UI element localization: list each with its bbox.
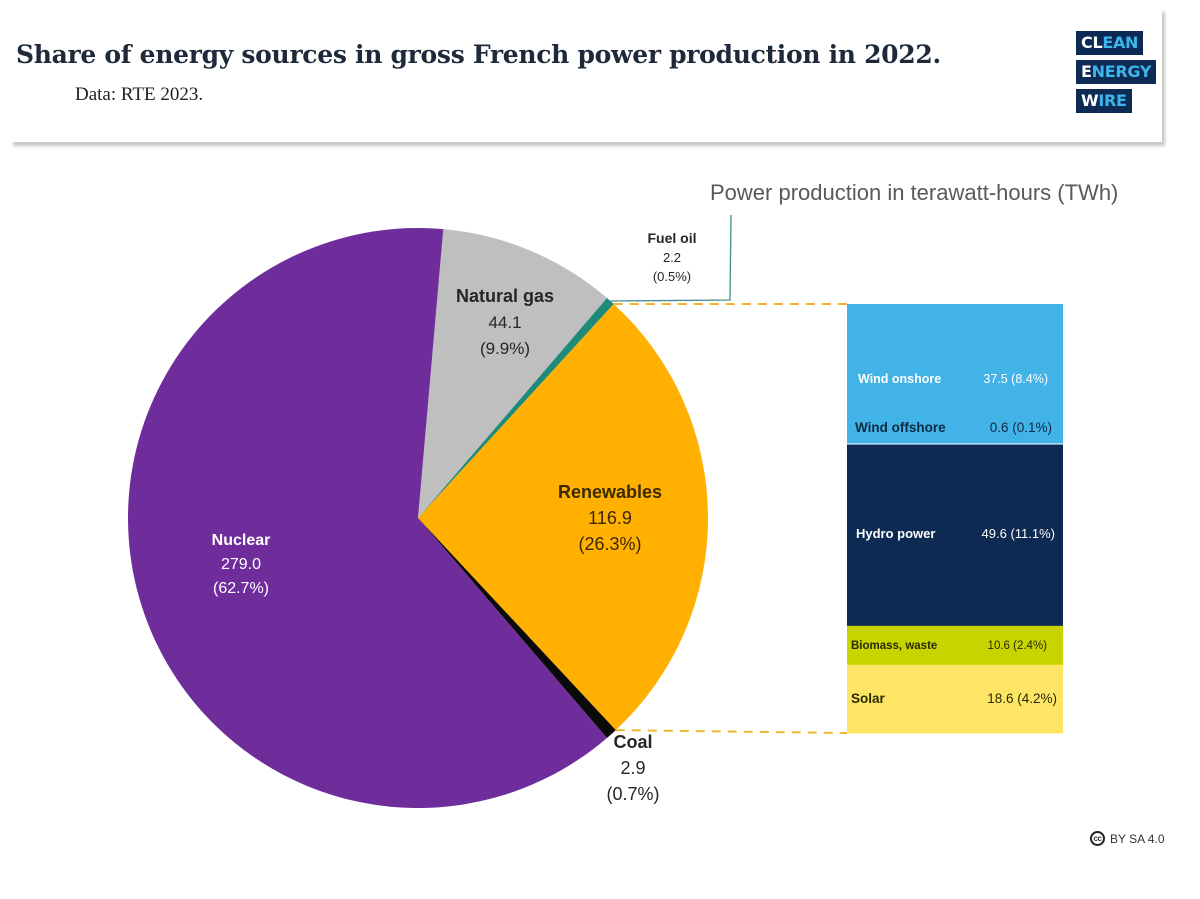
license-text: BY SA 4.0	[1110, 831, 1165, 846]
pie-slice-renewables	[418, 304, 708, 731]
pie	[128, 228, 708, 809]
pie-slice-coal	[418, 518, 616, 739]
slice-label-coal: Coal	[613, 732, 652, 752]
header-banner: Share of energy sources in gross French …	[10, 8, 1162, 142]
logo-row-clean: CLEAN	[1076, 31, 1144, 55]
slice-percent-fuel-oil: (0.5%)	[653, 269, 691, 284]
segment-value-solar: 18.6 (4.2%)	[987, 691, 1057, 706]
renewables-breakdown-bar: Wind onshore 37.5 (8.4%) Wind offshore 0.6 …	[847, 304, 1063, 734]
unit-label: Power production in terawatt-hours (TWh)	[710, 180, 1119, 205]
slice-percent-renewables: (26.3%)	[578, 534, 641, 554]
bar-segment-hydro-power	[847, 443, 1063, 627]
fuel-oil-callout-line	[610, 214, 732, 302]
segment-label-hydro-power: Hydro power	[856, 526, 935, 541]
segment-value-biomass-waste: 10.6 (2.4%)	[988, 640, 1048, 652]
connector-lines	[610, 214, 848, 734]
slice-percent-nuclear: (62.7%)	[213, 580, 269, 597]
slice-label-renewables: Renewables	[558, 482, 662, 502]
connector-bottom	[615, 729, 848, 734]
slice-value-natural-gas: 44.1	[488, 313, 521, 332]
clean-energy-wire-logo: CLEAN ENERGY WIRE	[1076, 31, 1157, 118]
pie-slice-fuel-oil	[418, 298, 614, 518]
segment-value-wind-offshore: 0.6 (0.1%)	[990, 420, 1052, 435]
slice-percent-natural-gas: (9.9%)	[480, 339, 530, 358]
bar-segment-wind-offshore	[847, 441, 1063, 445]
segment-label-biomass-waste: Biomass, waste	[851, 640, 937, 652]
logo-row-energy: ENERGY	[1076, 60, 1157, 84]
license-badge: cc BY SA 4.0	[1090, 831, 1165, 846]
slice-value-nuclear: 279.0	[221, 556, 261, 573]
slice-value-coal: 2.9	[620, 758, 645, 778]
slice-label-nuclear: Nuclear	[212, 532, 271, 549]
pie-slice-nuclear	[128, 228, 607, 809]
chart-subtitle: Data: RTE 2023.	[75, 84, 204, 105]
slice-value-fuel-oil: 2.2	[663, 250, 681, 265]
cc-icon: cc	[1090, 831, 1105, 846]
slice-percent-coal: (0.7%)	[606, 784, 659, 804]
bar-segment-biomass-waste	[847, 625, 1063, 666]
slice-value-renewables: 116.9	[588, 508, 632, 528]
segment-label-wind-onshore: Wind onshore	[858, 372, 941, 386]
segment-value-hydro-power: 49.6 (11.1%)	[982, 526, 1055, 541]
segment-label-wind-offshore: Wind offshore	[855, 420, 946, 435]
segment-label-solar: Solar	[851, 691, 886, 706]
bar-segment-solar	[847, 664, 1063, 734]
logo-row-wire: WIRE	[1076, 89, 1132, 113]
slice-label-fuel-oil: Fuel oil	[648, 230, 697, 246]
segment-value-wind-onshore: 37.5 (8.4%)	[983, 372, 1048, 386]
bar-segment-wind-onshore	[847, 304, 1063, 443]
pie-labels: Natural gas 44.1 (9.9%) Fuel oil 2.2 (0.5%) Re…	[212, 230, 697, 804]
chart-title: Share of energy sources in gross French …	[16, 40, 941, 69]
pie-slice-natural-gas	[418, 229, 607, 519]
slice-label-natural-gas: Natural gas	[456, 286, 554, 306]
